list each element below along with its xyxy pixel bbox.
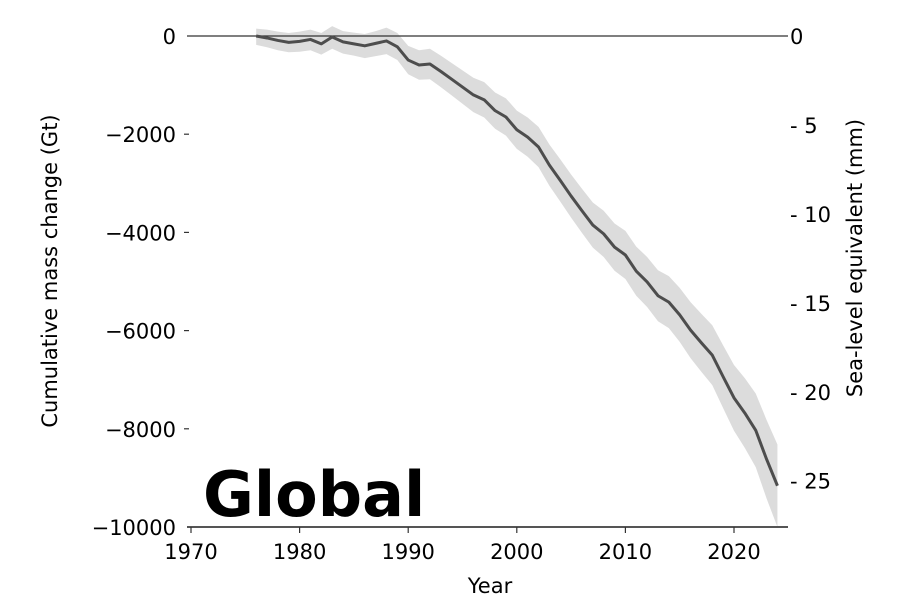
x-tick-label: 1970 <box>164 540 217 564</box>
y-right-tick-label: - 20 <box>790 381 831 405</box>
y-tick-label: −6000 <box>105 320 176 344</box>
y-tick-label: −8000 <box>105 418 176 442</box>
y-axis-left-ticks: 0 −2000 −4000 −6000 −8000 −10000 <box>92 25 189 540</box>
y-right-tick-label: 0 <box>790 25 803 49</box>
mass-change-line <box>255 34 779 487</box>
y-axis-left-title: Cumulative mass change (Gt) <box>38 114 62 427</box>
x-tick-label: 1980 <box>273 540 326 564</box>
y-right-tick-label: - 25 <box>790 470 831 494</box>
y-tick-label: −4000 <box>105 221 176 245</box>
x-axis-ticks: 1970 1980 1990 2000 2010 2020 <box>164 527 761 564</box>
x-tick-label: 2010 <box>599 540 652 564</box>
y-tick-label: −10000 <box>92 516 176 540</box>
x-tick-label: 2000 <box>490 540 543 564</box>
y-right-tick-label: - 15 <box>790 292 831 316</box>
y-tick-label: 0 <box>163 25 176 49</box>
y-tick-label: −2000 <box>105 123 176 147</box>
y-right-tick-label: - 10 <box>790 203 831 227</box>
region-label-global: Global <box>203 458 425 531</box>
x-tick-label: 2020 <box>707 540 760 564</box>
plot-area <box>187 26 788 528</box>
y-axis-right-ticks: 0 - 5 - 10 - 15 - 20 - 25 <box>790 25 831 494</box>
x-axis-title: Year <box>467 574 513 598</box>
y-right-tick-label: - 5 <box>790 114 818 138</box>
uncertainty-band <box>256 26 778 528</box>
y-axis-right-title: Sea-level equivalent (mm) <box>843 119 867 397</box>
x-tick-label: 1990 <box>381 540 434 564</box>
